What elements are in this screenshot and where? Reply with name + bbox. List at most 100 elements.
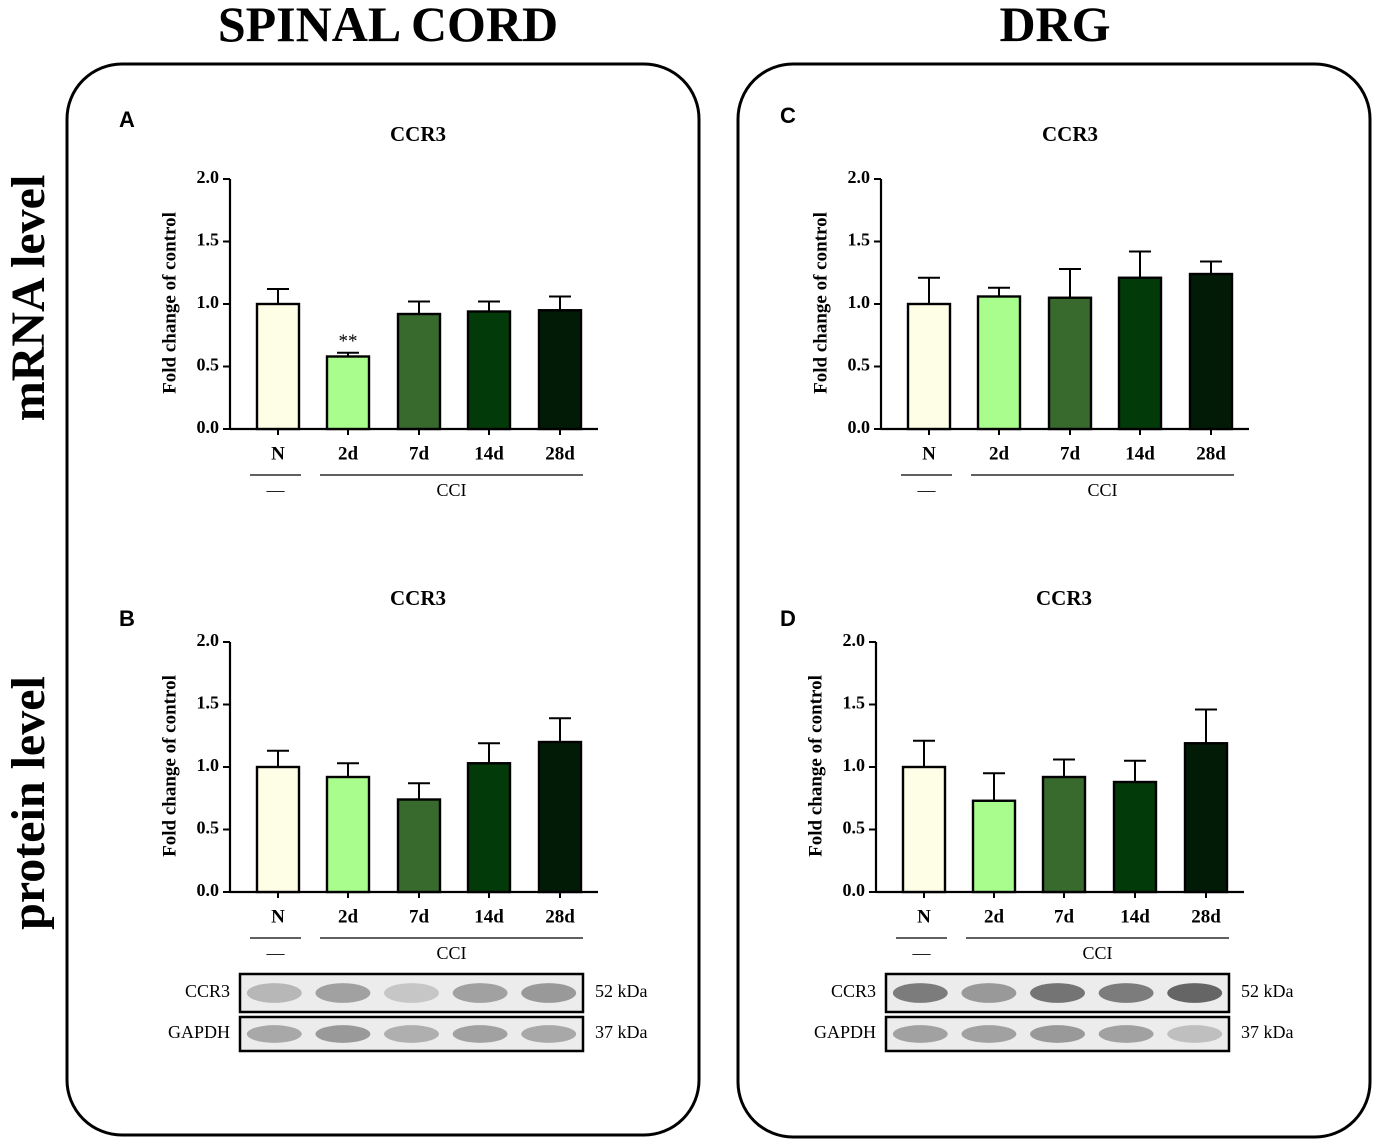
bar-2d	[325, 355, 371, 431]
significance-marker: **	[339, 331, 358, 352]
column-header-spinal-cord: SPINAL CORD	[218, 0, 558, 52]
x-tick-label: N	[271, 906, 285, 927]
y-tick-label: 1.5	[197, 230, 220, 250]
group-label: —	[266, 480, 286, 500]
y-tick-label: 2.0	[197, 630, 220, 650]
blot-protein-label: CCR3	[185, 981, 230, 1001]
y-tick-label: 1.5	[848, 230, 871, 250]
drg-frame	[736, 62, 1372, 1139]
group-label: —	[266, 943, 286, 963]
panel-letter: B	[119, 606, 135, 631]
panel-letter: D	[780, 606, 796, 631]
chart-title: CCR3	[1036, 586, 1092, 610]
x-tick-label: N	[922, 443, 936, 464]
group-label: CCI	[436, 480, 466, 500]
y-tick-label: 0.0	[197, 417, 220, 437]
y-tick-label: 1.0	[848, 292, 871, 312]
x-tick-label: 28d	[545, 443, 575, 464]
blot-band	[1098, 1025, 1154, 1043]
bar-7d	[396, 312, 442, 431]
bar-7d	[1041, 775, 1087, 894]
bar-2d	[325, 775, 371, 894]
blot-band	[246, 1025, 302, 1043]
x-tick-label: 7d	[1054, 906, 1075, 927]
chart-title: CCR3	[390, 122, 446, 146]
y-tick-label: 1.0	[197, 292, 220, 312]
x-tick-label: 2d	[989, 443, 1010, 464]
blot-ccr3: CCR3 52 kDa	[831, 972, 1294, 1014]
y-tick-label: 0.0	[197, 880, 220, 900]
x-tick-label: 2d	[984, 906, 1005, 927]
blot-band	[315, 1025, 371, 1043]
x-tick-label: 28d	[1196, 443, 1226, 464]
blot-band	[961, 983, 1017, 1003]
blot-band	[521, 1025, 577, 1043]
x-tick-label: 7d	[409, 906, 430, 927]
x-tick-label: 2d	[338, 443, 359, 464]
bar-14d	[466, 762, 512, 894]
blot-band	[452, 983, 508, 1003]
bar-28d	[537, 740, 583, 894]
bar-N	[906, 302, 952, 431]
y-tick-label: 0.5	[197, 818, 220, 838]
blot-gapdh: GAPDH 37 kDa	[814, 1015, 1294, 1053]
bar-28d	[1183, 742, 1229, 894]
blot-band	[1030, 983, 1085, 1003]
blot-size-label: 52 kDa	[595, 981, 648, 1001]
chart-panel-d: D CCR3 Fold change of control 0.0 0.5 1.0 1.5 2…	[780, 586, 1294, 1053]
bar-14d	[1117, 276, 1163, 431]
blot-size-label: 37 kDa	[1241, 1022, 1294, 1042]
y-tick-label: 2.0	[197, 167, 220, 187]
blot-band	[246, 983, 302, 1003]
group-label: CCI	[1082, 943, 1112, 963]
blot-band	[452, 1025, 508, 1043]
blot-band	[892, 1025, 948, 1043]
y-axis-label: Fold change of control	[159, 212, 180, 394]
x-tick-label: N	[271, 443, 285, 464]
bar-N	[255, 765, 301, 894]
group-label: CCI	[1087, 480, 1117, 500]
blot-band	[384, 1025, 439, 1043]
group-label: —	[917, 480, 937, 500]
bar-7d	[1047, 296, 1093, 431]
x-tick-label: 14d	[474, 443, 504, 464]
group-label: —	[912, 943, 932, 963]
y-tick-label: 1.0	[843, 755, 866, 775]
blot-protein-label: GAPDH	[168, 1022, 230, 1042]
bar-28d	[537, 309, 583, 431]
row-label-protein: protein level	[2, 676, 55, 930]
chart-panel-c: C CCR3 Fold change of control 0.0 0.5 1.0 1.5 2…	[780, 103, 1249, 500]
y-tick-label: 0.5	[197, 355, 220, 375]
y-axis-label: Fold change of control	[810, 212, 831, 394]
y-tick-label: 0.0	[843, 880, 866, 900]
y-axis-label: Fold change of control	[159, 675, 180, 857]
blot-band	[1167, 983, 1223, 1003]
bar-14d	[466, 310, 512, 431]
column-header-drg: DRG	[999, 0, 1110, 52]
x-tick-label: 2d	[338, 906, 359, 927]
blot-band	[315, 983, 371, 1003]
x-tick-label: 7d	[1060, 443, 1081, 464]
x-tick-label: 28d	[545, 906, 575, 927]
y-tick-label: 2.0	[848, 167, 871, 187]
bar-2d	[976, 295, 1022, 431]
x-tick-label: 14d	[474, 906, 504, 927]
spinal-cord-frame	[65, 62, 701, 1137]
x-tick-label: 7d	[409, 443, 430, 464]
blot-band	[1167, 1025, 1223, 1043]
panel-letter: A	[119, 107, 135, 132]
y-tick-label: 2.0	[843, 630, 866, 650]
blot-gapdh: GAPDH 37 kDa	[168, 1015, 648, 1053]
x-tick-label: 14d	[1125, 443, 1155, 464]
bar-7d	[396, 798, 442, 894]
bar-N	[901, 765, 947, 894]
row-label-mrna: mRNA level	[2, 175, 55, 422]
bar-N	[255, 302, 301, 431]
blot-band	[1098, 983, 1154, 1003]
x-tick-label: 28d	[1191, 906, 1221, 927]
panel-letter: C	[780, 103, 796, 128]
blot-protein-label: GAPDH	[814, 1022, 876, 1042]
blot-size-label: 52 kDa	[1241, 981, 1294, 1001]
y-tick-label: 1.5	[843, 693, 866, 713]
